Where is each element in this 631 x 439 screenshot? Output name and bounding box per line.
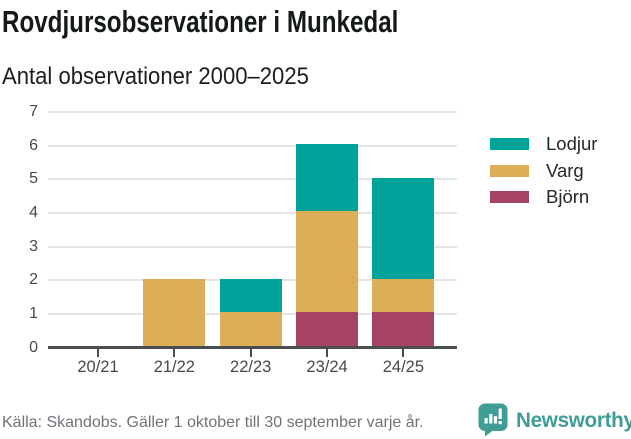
source-note: Källa: Skandobs. Gäller 1 oktober till 3… <box>2 414 424 431</box>
x-axis-label: 21/22 <box>153 358 195 376</box>
legend-item-varg: Varg <box>490 160 584 182</box>
legend-swatch <box>490 164 529 177</box>
y-axis-label: 3 <box>29 237 38 255</box>
x-axis-tick <box>326 349 329 357</box>
bar-segment-lodjur <box>296 144 359 212</box>
bar-segment-varg <box>143 278 206 346</box>
y-axis-label: 7 <box>29 102 38 120</box>
bar-segment-varg <box>219 312 282 346</box>
legend-label: Lodjur <box>546 133 598 154</box>
x-axis-tick <box>173 349 176 357</box>
gridline <box>48 211 457 214</box>
y-axis-label: 0 <box>29 338 38 356</box>
gridline <box>48 110 457 113</box>
chart-subtitle-text: Antal observationer 2000–2025 <box>2 63 309 90</box>
x-axis-label: 20/21 <box>77 358 119 376</box>
x-axis-label: 23/24 <box>306 358 348 376</box>
legend-label: Varg <box>546 159 584 181</box>
gridline <box>48 178 457 181</box>
legend-swatch <box>490 191 529 203</box>
x-axis-tick <box>249 349 252 357</box>
gridline <box>48 144 457 147</box>
legend-label: Björn <box>546 186 590 207</box>
bar-segment-varg <box>296 211 359 313</box>
legend-swatch <box>490 138 529 150</box>
y-axis-label: 2 <box>29 271 38 289</box>
newsworthy-icon <box>478 403 508 437</box>
chart-title: Rovdjursobservationer i Munkedal <box>2 3 510 40</box>
legend-item-lodjur: Lodjur <box>490 133 597 155</box>
x-axis-label: 24/25 <box>382 358 425 376</box>
x-axis-line <box>48 346 457 349</box>
chart-title-text: Rovdjursobservationer i Munkedal <box>2 4 399 39</box>
x-axis-tick <box>402 349 405 357</box>
legend-item-bjorn: Björn <box>490 186 589 208</box>
bar-segment-lodjur <box>219 278 282 313</box>
chart-subtitle: Antal observationer 2000–2025 <box>2 63 336 92</box>
gridline <box>48 245 457 248</box>
bar-segment-bjorn <box>372 312 435 346</box>
x-axis-tick <box>97 349 99 357</box>
x-axis-label: 22/23 <box>230 358 272 376</box>
bar-segment-varg <box>372 278 435 313</box>
bar-segment-bjorn <box>296 312 359 346</box>
newsworthy-logo-link[interactable]: Newsworthy <box>478 403 631 437</box>
y-axis-label: 6 <box>29 136 38 154</box>
bar-segment-lodjur <box>372 177 435 279</box>
y-axis-label: 5 <box>29 170 38 188</box>
y-axis-label: 1 <box>29 304 38 322</box>
brand-name: Newsworthy <box>516 407 631 432</box>
y-axis-label: 4 <box>29 203 38 221</box>
